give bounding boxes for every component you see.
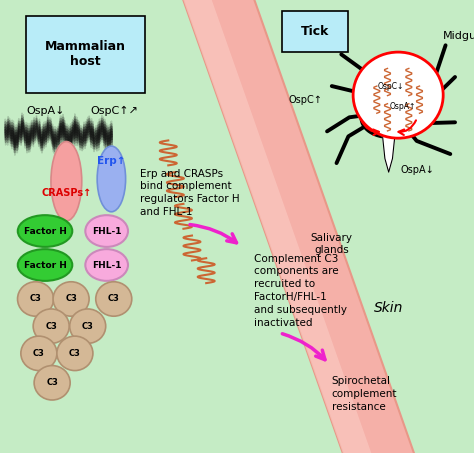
Circle shape bbox=[18, 282, 54, 316]
Ellipse shape bbox=[85, 215, 128, 247]
Text: Complement C3
components are
recruited to
FactorH/FHL-1
and subsequently
inactiv: Complement C3 components are recruited t… bbox=[254, 254, 346, 328]
Ellipse shape bbox=[18, 215, 72, 247]
Text: Tick: Tick bbox=[301, 25, 329, 38]
Polygon shape bbox=[180, 0, 374, 453]
Text: Factor H: Factor H bbox=[24, 260, 66, 270]
Text: Erp↑: Erp↑ bbox=[97, 156, 126, 166]
Circle shape bbox=[96, 282, 132, 316]
Text: C3: C3 bbox=[65, 294, 77, 304]
Circle shape bbox=[33, 309, 69, 343]
Text: Mammalian
host: Mammalian host bbox=[45, 40, 126, 68]
Text: C3: C3 bbox=[46, 378, 58, 387]
Circle shape bbox=[53, 282, 89, 316]
Text: Midgut: Midgut bbox=[443, 31, 474, 41]
Ellipse shape bbox=[51, 141, 82, 221]
Circle shape bbox=[21, 336, 57, 371]
FancyBboxPatch shape bbox=[282, 11, 348, 52]
Polygon shape bbox=[360, 97, 417, 138]
Text: OspC↓: OspC↓ bbox=[378, 82, 404, 91]
Text: Spirochetal
complement
resistance: Spirochetal complement resistance bbox=[332, 376, 397, 412]
Text: OspA↓: OspA↓ bbox=[26, 106, 64, 116]
Polygon shape bbox=[180, 0, 417, 453]
Text: FHL-1: FHL-1 bbox=[92, 260, 121, 270]
Text: OspA↑: OspA↑ bbox=[390, 102, 416, 111]
Circle shape bbox=[353, 52, 443, 138]
Text: OspC↑↗: OspC↑↗ bbox=[90, 106, 138, 116]
FancyBboxPatch shape bbox=[26, 16, 145, 93]
Text: FHL-1: FHL-1 bbox=[92, 226, 121, 236]
Text: Salivary
glands: Salivary glands bbox=[311, 233, 353, 255]
Text: Factor H: Factor H bbox=[24, 226, 66, 236]
Circle shape bbox=[57, 336, 93, 371]
Text: C3: C3 bbox=[45, 322, 57, 331]
Text: Erp and CRASPs
bind complement
regulators Factor H
and FHL-1: Erp and CRASPs bind complement regulator… bbox=[140, 169, 239, 217]
Text: C3: C3 bbox=[33, 349, 45, 358]
Ellipse shape bbox=[97, 146, 126, 212]
Text: C3: C3 bbox=[69, 349, 81, 358]
Text: OspA↓: OspA↓ bbox=[401, 165, 434, 175]
Polygon shape bbox=[382, 122, 396, 172]
Text: Skin: Skin bbox=[374, 301, 403, 315]
Text: OspC↑: OspC↑ bbox=[288, 95, 322, 105]
Circle shape bbox=[34, 366, 70, 400]
Text: CRASPs↑: CRASPs↑ bbox=[41, 188, 91, 198]
Text: C3: C3 bbox=[82, 322, 94, 331]
Text: C3: C3 bbox=[29, 294, 42, 304]
Ellipse shape bbox=[85, 249, 128, 281]
Ellipse shape bbox=[18, 249, 72, 281]
Text: C3: C3 bbox=[108, 294, 120, 304]
Circle shape bbox=[70, 309, 106, 343]
